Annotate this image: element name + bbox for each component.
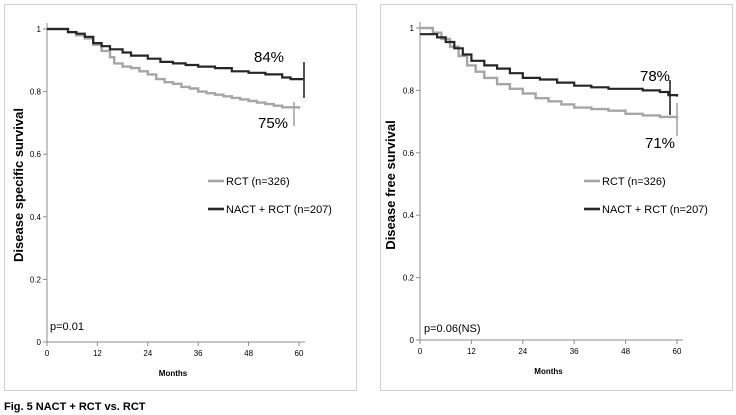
legend-label-rct: RCT (n=326): [226, 176, 290, 188]
legend-label-nact-rct: NACT + RCT (n=207): [226, 204, 332, 216]
rct-final-percent-label: 75%: [258, 115, 288, 132]
y-tick-label: 1: [410, 24, 415, 33]
y-axis-label: Disease free survival: [383, 120, 398, 249]
x-tick-label: 60: [295, 349, 304, 358]
y-tick-label: 0.4: [30, 213, 42, 222]
rct-final-percent-label: 71%: [645, 135, 675, 152]
x-tick-label: 0: [418, 347, 423, 356]
y-tick-label: 0.8: [30, 88, 42, 97]
y-tick-label: 0: [410, 336, 415, 345]
nact-final-percent-label: 78%: [640, 68, 670, 85]
x-tick-label: 0: [45, 349, 50, 358]
y-tick-label: 0.8: [403, 86, 415, 95]
x-tick-label: 60: [673, 347, 682, 356]
y-axis-label: Disease specific survival: [11, 108, 26, 262]
x-tick-label: 36: [570, 347, 579, 356]
p-value-label: p=0.01: [50, 321, 84, 333]
y-tick-label: 0.6: [403, 149, 415, 158]
chart-panel-disease-free: 0 0.2 0.4 0.6 0.8 1 0 12 24 36 48 60 Months Disease f…: [380, 4, 733, 391]
y-tick-label: 0.6: [30, 150, 42, 159]
legend-label-nact-rct: NACT + RCT (n=207): [602, 204, 708, 216]
series-line-nact-rct: [47, 27, 304, 81]
series-line-rct: [47, 27, 301, 109]
y-tick-label: 0.4: [403, 211, 415, 220]
x-tick-label: 24: [518, 347, 527, 356]
x-tick-label: 48: [244, 349, 253, 358]
x-axis-label: Months: [159, 369, 188, 378]
y-tick-label: 0.2: [30, 275, 42, 284]
panel-frame: [380, 4, 733, 391]
x-tick-label: 24: [143, 349, 152, 358]
figure-caption: Fig. 5 NACT + RCT vs. RCT: [4, 401, 146, 413]
x-tick-label: 12: [467, 347, 476, 356]
legend-label-rct: RCT (n=326): [602, 176, 666, 188]
x-axis-label: Months: [534, 367, 563, 376]
y-tick-label: 0: [37, 338, 42, 347]
x-tick-label: 48: [621, 347, 630, 356]
series-line-rct: [420, 26, 679, 119]
x-tick-label: 12: [93, 349, 102, 358]
y-tick-label: 0.2: [403, 274, 415, 283]
panel-frame: [4, 4, 357, 391]
nact-final-percent-label: 84%: [254, 49, 284, 66]
chart-panel-disease-specific: 0 0.2 0.4 0.6 0.8 1 0 12 24 36 48 60 Months Disease s…: [4, 4, 357, 391]
p-value-label: p=0.06(NS): [424, 323, 481, 335]
x-tick-label: 36: [194, 349, 203, 358]
series-line-nact-rct: [420, 33, 679, 97]
y-tick-label: 1: [37, 25, 42, 34]
